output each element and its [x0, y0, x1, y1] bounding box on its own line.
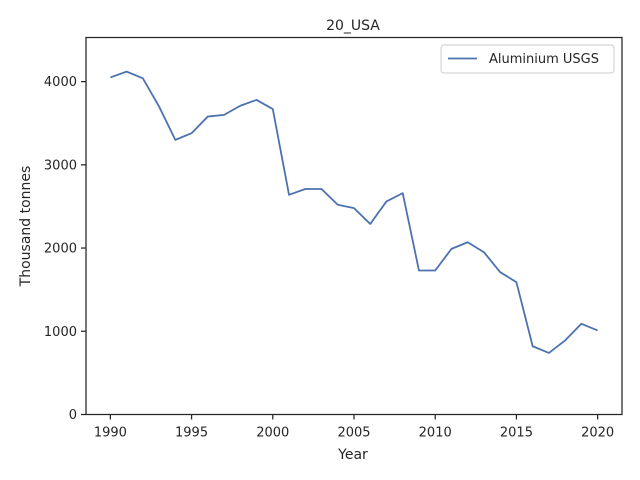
legend-box: [440, 44, 615, 74]
y-axis: 0 1000 2000 3000 4000: [44, 75, 86, 423]
y-axis-label: Thousand tonnes: [18, 166, 34, 288]
x-axis: 1990 1995 2000 2005 2010 2015 2020: [94, 414, 614, 441]
x-axis-label: Year: [337, 447, 368, 463]
x-tick-label: 2015: [500, 426, 533, 441]
axes-frame: [85, 36, 623, 416]
x-tick-label: 1995: [175, 426, 208, 441]
x-tick-label: 2020: [581, 426, 614, 441]
x-tick-label: 1990: [94, 426, 127, 441]
chart-title: 20_USA: [326, 18, 380, 34]
plot-area: [110, 70, 598, 354]
y-tick-label: 1000: [44, 325, 77, 340]
y-tick-label: 3000: [44, 158, 77, 173]
legend: Aluminium USGS: [440, 44, 615, 74]
x-tick-label: 2010: [419, 426, 452, 441]
y-tick-label: 0: [69, 408, 77, 423]
y-tick-label: 4000: [44, 75, 77, 90]
y-tick-label: 2000: [44, 242, 77, 257]
legend-entry-label: Aluminium USGS: [489, 52, 599, 67]
series-line-aluminium-usgs: [110, 70, 598, 354]
x-tick-label: 2000: [256, 426, 289, 441]
x-tick-label: 2005: [337, 426, 370, 441]
